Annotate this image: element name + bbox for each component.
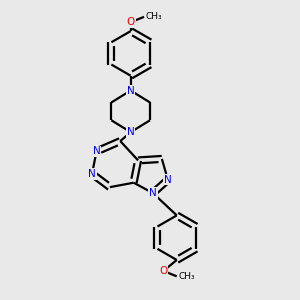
Text: O: O	[159, 266, 167, 276]
Text: CH₃: CH₃	[146, 12, 162, 21]
Text: N: N	[93, 146, 101, 157]
Text: O: O	[127, 17, 135, 27]
Text: N: N	[127, 85, 135, 96]
Text: N: N	[88, 169, 96, 179]
Text: N: N	[149, 188, 157, 198]
Text: N: N	[164, 175, 172, 185]
Text: N: N	[127, 127, 135, 137]
Text: CH₃: CH₃	[178, 272, 195, 281]
